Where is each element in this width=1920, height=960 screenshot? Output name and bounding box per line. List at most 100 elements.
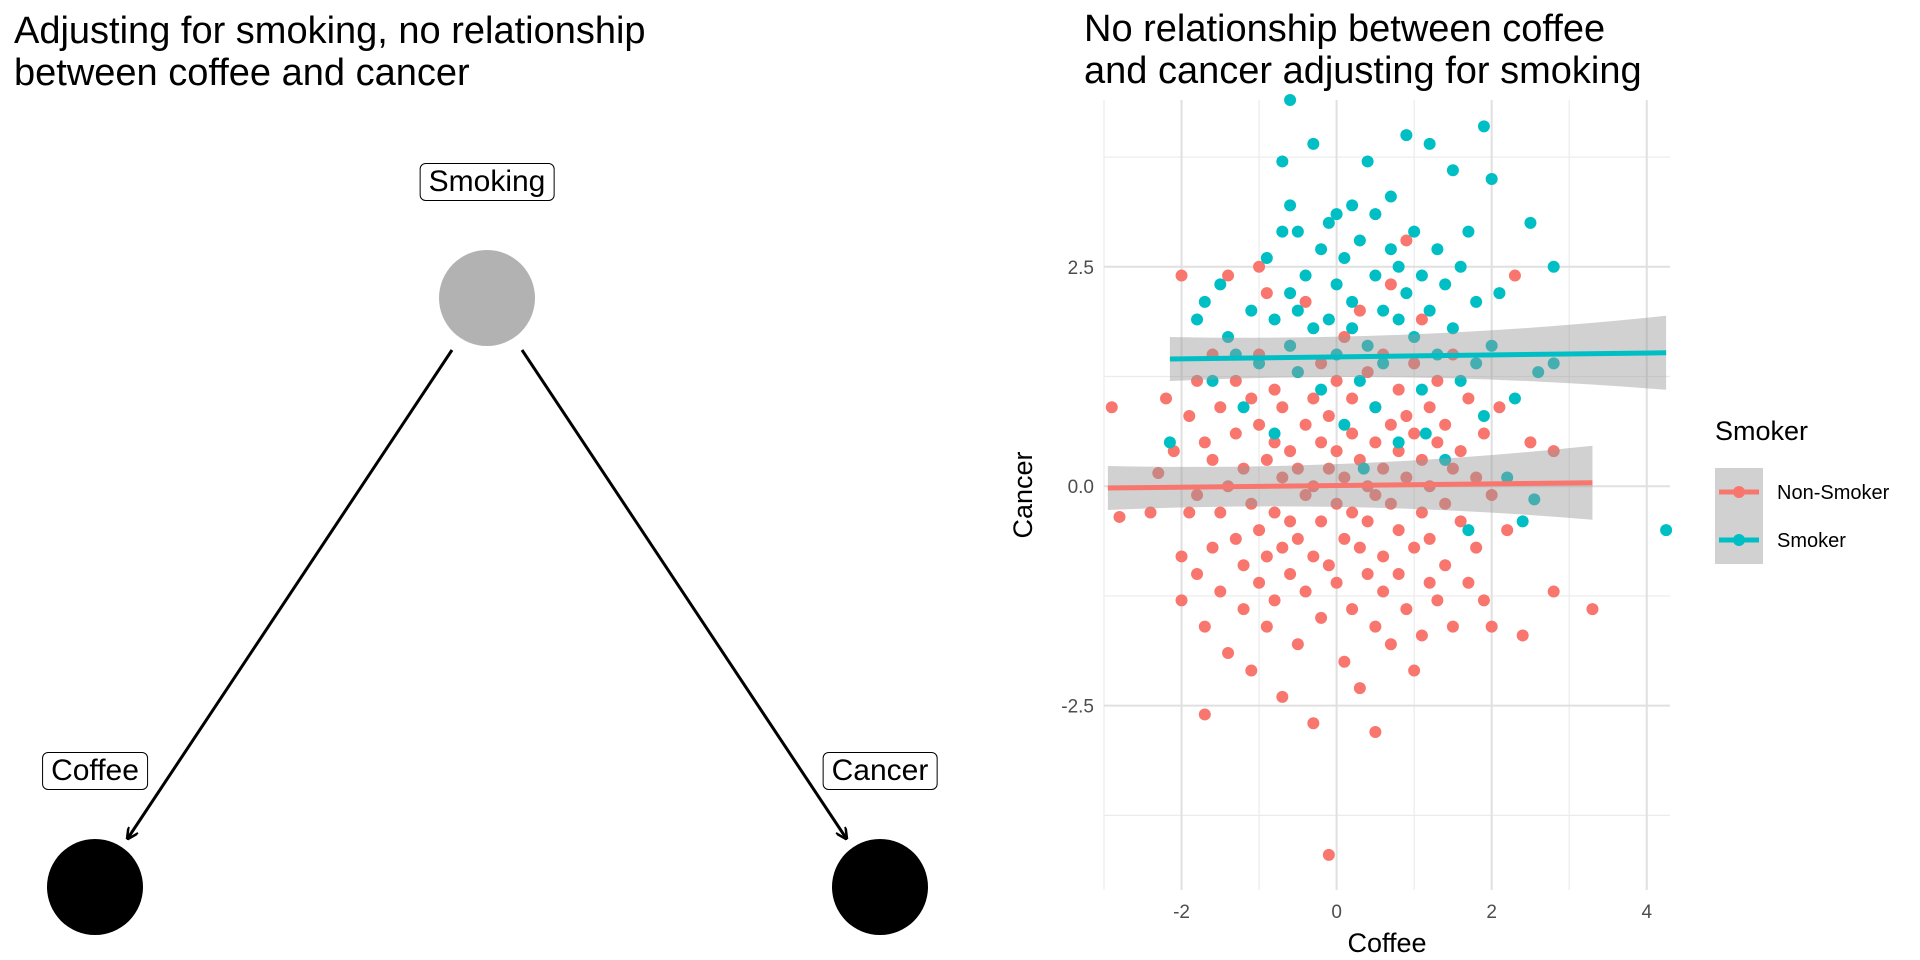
data-point-non-smoker — [1478, 428, 1490, 440]
data-point-smoker — [1284, 94, 1296, 106]
dag-panel: Adjusting for smoking, no relationship b… — [0, 0, 1000, 960]
data-point-smoker — [1354, 234, 1366, 246]
data-point-smoker — [1276, 226, 1288, 238]
data-point-smoker — [1478, 410, 1490, 422]
data-point-smoker — [1548, 261, 1560, 273]
data-point-non-smoker — [1230, 533, 1242, 545]
data-point-non-smoker — [1284, 515, 1296, 527]
y-tick-label: 0.0 — [1068, 477, 1094, 498]
data-point-smoker — [1307, 138, 1319, 150]
data-point-non-smoker — [1462, 392, 1474, 404]
data-point-non-smoker — [1276, 401, 1288, 413]
x-tick-label: 4 — [1641, 902, 1652, 923]
data-point-non-smoker — [1106, 401, 1118, 413]
data-point-non-smoker — [1400, 410, 1412, 422]
data-point-smoker — [1331, 278, 1343, 290]
y-axis-title: Cancer — [1008, 451, 1038, 538]
data-point-non-smoker — [1183, 507, 1195, 519]
data-point-non-smoker — [1331, 577, 1343, 589]
data-point-smoker — [1245, 305, 1257, 317]
data-point-non-smoker — [1253, 419, 1265, 431]
data-point-non-smoker — [1253, 577, 1265, 589]
legend-key-point — [1733, 534, 1745, 546]
data-point-smoker — [1331, 208, 1343, 220]
data-point-non-smoker — [1261, 621, 1273, 633]
data-point-non-smoker — [1261, 454, 1273, 466]
data-point-smoker — [1284, 199, 1296, 211]
data-point-non-smoker — [1261, 550, 1273, 562]
data-point-non-smoker — [1362, 568, 1374, 580]
node-cancer — [832, 839, 928, 935]
data-point-non-smoker — [1393, 568, 1405, 580]
node-coffee — [47, 839, 143, 935]
data-point-non-smoker — [1199, 436, 1211, 448]
data-point-non-smoker — [1207, 454, 1219, 466]
data-point-non-smoker — [1424, 577, 1436, 589]
data-point-non-smoker — [1238, 559, 1250, 571]
cancer-label: Cancer — [823, 752, 938, 790]
data-point-non-smoker — [1586, 603, 1598, 615]
dag-diagram — [0, 0, 1000, 960]
data-point-non-smoker — [1393, 524, 1405, 536]
data-point-smoker — [1362, 155, 1374, 167]
data-point-smoker — [1517, 515, 1529, 527]
legend-key-point — [1733, 486, 1745, 498]
data-point-non-smoker — [1385, 419, 1397, 431]
data-point-non-smoker — [1524, 436, 1536, 448]
data-point-smoker — [1315, 384, 1327, 396]
data-point-non-smoker — [1323, 849, 1335, 861]
data-point-smoker — [1400, 287, 1412, 299]
legend-title: Smoker — [1715, 416, 1808, 446]
data-point-non-smoker — [1431, 436, 1443, 448]
data-point-non-smoker — [1307, 717, 1319, 729]
data-point-non-smoker — [1346, 392, 1358, 404]
data-point-smoker — [1346, 199, 1358, 211]
data-point-non-smoker — [1338, 533, 1350, 545]
data-point-smoker — [1385, 243, 1397, 255]
data-point-smoker — [1369, 270, 1381, 282]
data-point-non-smoker — [1548, 586, 1560, 598]
data-point-non-smoker — [1393, 384, 1405, 396]
data-point-non-smoker — [1501, 524, 1513, 536]
data-point-non-smoker — [1284, 568, 1296, 580]
data-point-smoker — [1238, 401, 1250, 413]
data-point-smoker — [1346, 322, 1358, 334]
data-point-non-smoker — [1462, 577, 1474, 589]
data-point-smoker — [1385, 191, 1397, 203]
data-point-smoker — [1307, 322, 1319, 334]
data-point-smoker — [1660, 524, 1672, 536]
data-point-smoker — [1214, 278, 1226, 290]
data-point-non-smoker — [1385, 638, 1397, 650]
data-point-non-smoker — [1439, 559, 1451, 571]
edge-smoking-coffee — [128, 350, 452, 838]
data-point-non-smoker — [1408, 542, 1420, 554]
data-point-non-smoker — [1338, 656, 1350, 668]
data-point-non-smoker — [1408, 665, 1420, 677]
data-point-non-smoker — [1214, 586, 1226, 598]
data-point-smoker — [1424, 305, 1436, 317]
data-point-non-smoker — [1470, 542, 1482, 554]
data-point-non-smoker — [1261, 287, 1273, 299]
data-point-non-smoker — [1354, 542, 1366, 554]
data-point-smoker — [1470, 296, 1482, 308]
data-point-smoker — [1424, 138, 1436, 150]
data-point-smoker — [1416, 270, 1428, 282]
data-point-non-smoker — [1300, 419, 1312, 431]
data-point-smoker — [1292, 226, 1304, 238]
data-point-non-smoker — [1424, 533, 1436, 545]
data-point-non-smoker — [1183, 410, 1195, 422]
data-point-non-smoker — [1269, 384, 1281, 396]
data-point-non-smoker — [1238, 603, 1250, 615]
data-point-non-smoker — [1424, 401, 1436, 413]
scatter-chart: -2024-2.50.02.5CoffeeCancerSmokerNon-Smo… — [1000, 0, 1920, 960]
data-point-smoker — [1455, 261, 1467, 273]
data-point-non-smoker — [1245, 665, 1257, 677]
data-point-non-smoker — [1214, 401, 1226, 413]
data-point-non-smoker — [1114, 511, 1126, 523]
x-tick-label: 0 — [1331, 902, 1342, 923]
data-point-smoker — [1478, 120, 1490, 132]
data-point-non-smoker — [1439, 419, 1451, 431]
data-point-non-smoker — [1400, 603, 1412, 615]
data-point-non-smoker — [1207, 542, 1219, 554]
data-point-non-smoker — [1447, 621, 1459, 633]
